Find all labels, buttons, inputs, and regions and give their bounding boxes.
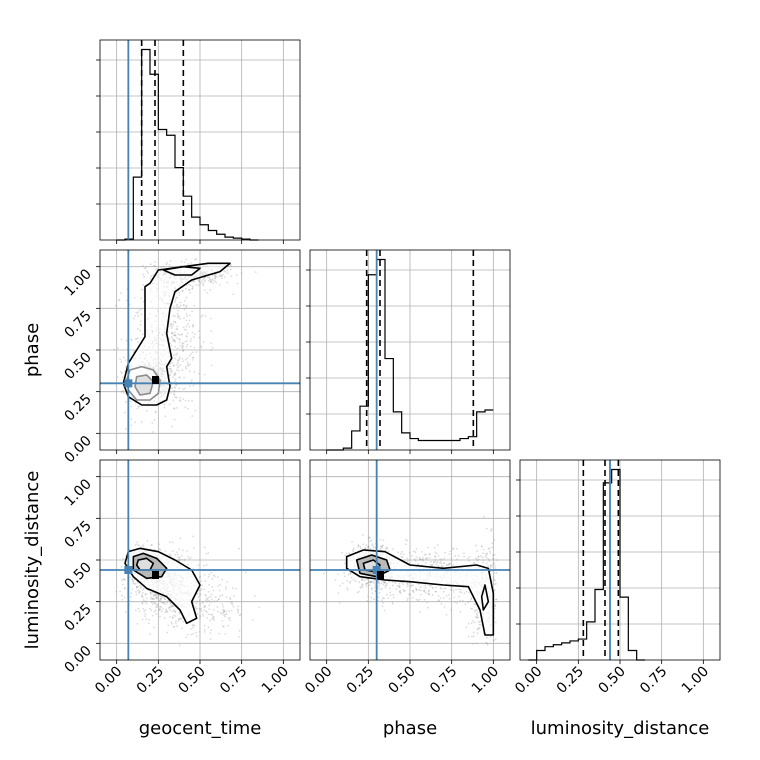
ytick-label-4: 1.00 (61, 266, 94, 299)
xtick-label-2: 0.50 (595, 664, 628, 697)
xaxis-geocent_time: 0.00 0.25 0.50 0.75 1.00 (92, 660, 292, 697)
median-marker (152, 376, 159, 384)
xtick-label-3: 0.75 (427, 664, 460, 697)
contour-3 (480, 584, 490, 611)
xtick-label-1: 0.25 (344, 664, 377, 697)
upper-xticks-geocent-time (116, 450, 284, 454)
xtick-label-4: 1.00 (469, 664, 502, 697)
xtick-label-0: 0.00 (92, 664, 125, 697)
xtick-label-2: 0.50 (385, 664, 418, 697)
scatter-panel-geocent_time-phase: 0.00 0.25 0.50 0.75 1.00 (61, 249, 301, 466)
histogram-phase (326, 258, 494, 451)
xtick-label-0: 0.00 (512, 664, 545, 697)
panel-content (113, 258, 257, 433)
xtick-label-3: 0.75 (637, 664, 670, 697)
diag-xticks-geocent_time (116, 240, 284, 244)
truth-marker (124, 566, 133, 574)
ytick-label-0: 0.00 (61, 433, 94, 466)
ytick-label-1: 0.25 (61, 391, 94, 424)
ytick-label-3: 0.75 (61, 308, 94, 341)
scatter-panel-geocent_time-luminosity_distance: 0.00 0.25 0.50 0.75 1.00 (61, 459, 301, 676)
hist-panel-phase (306, 249, 511, 451)
ylabel-luminosity-distance: luminosity_distance (22, 471, 43, 650)
xtick-label-1: 0.25 (134, 664, 167, 697)
ytick-label-4: 1.00 (61, 476, 94, 509)
truth-marker (124, 379, 133, 388)
median-marker (152, 571, 159, 579)
hist-panel-luminosity_distance (516, 459, 721, 661)
xtick-label-0: 0.00 (302, 664, 335, 697)
xtick-label-2: 0.50 (175, 664, 208, 697)
xlabel-geocent-time: geocent_time (139, 718, 262, 739)
diag-xticks-phase (326, 450, 494, 454)
contour-2 (122, 262, 231, 406)
ytick-label-3: 0.75 (61, 518, 94, 551)
ytick-label-2: 0.50 (61, 560, 94, 593)
xaxis-luminosity_distance: 0.00 0.25 0.50 0.75 1.00 (512, 660, 712, 697)
truth-marker (372, 566, 381, 574)
xtick-label-4: 1.00 (259, 664, 292, 697)
xtick-label-3: 0.75 (217, 664, 250, 697)
contour-3 (162, 265, 201, 276)
xtick-label-4: 1.00 (679, 664, 712, 697)
xlabel-phase: phase (383, 718, 437, 739)
ytick-label-0: 0.00 (61, 643, 94, 676)
median-marker (377, 571, 384, 579)
ytick-label-1: 0.25 (61, 601, 94, 634)
ylabel-phase: phase (22, 323, 43, 377)
ytick-label-2: 0.50 (61, 350, 94, 383)
xlabel-luminosity-distance: luminosity_distance (531, 718, 710, 739)
xtick-label-1: 0.25 (554, 664, 587, 697)
scatter-panel-phase-luminosity_distance (309, 459, 511, 661)
histogram-luminosity_distance (528, 468, 645, 661)
xaxis-phase: 0.00 0.25 0.50 0.75 1.00 (302, 660, 502, 697)
hist-panel-geocent_time (96, 39, 301, 241)
